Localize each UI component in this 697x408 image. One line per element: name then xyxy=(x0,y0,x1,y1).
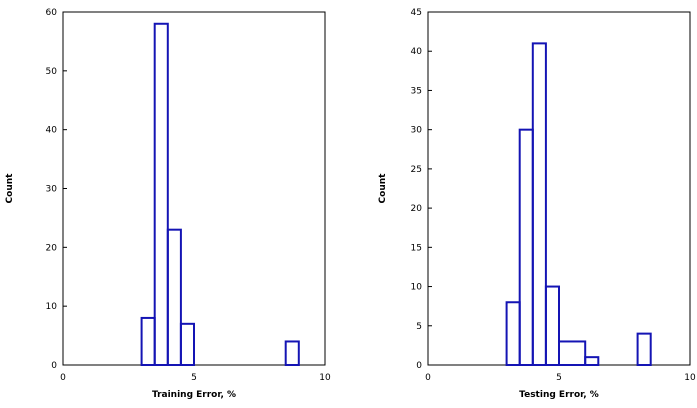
y-tick-label: 20 xyxy=(46,243,58,253)
x-tick-label: 0 xyxy=(425,373,431,383)
testing-error-histogram: 0 5 10 15 20 25 30 35 40 45 0 5 10 Testing Error, % Co… xyxy=(378,8,696,400)
y-tick-label: 30 xyxy=(46,185,58,195)
histogram-bar xyxy=(559,341,585,365)
histogram-bar xyxy=(585,357,598,365)
histogram-bar xyxy=(286,341,299,365)
histogram-bar xyxy=(168,230,181,365)
x-tick-label: 5 xyxy=(556,373,562,383)
histogram-bar xyxy=(155,24,168,365)
histogram-bar xyxy=(181,324,194,365)
y-tick-label: 40 xyxy=(46,126,58,136)
histogram-bar xyxy=(546,287,559,365)
histogram-bar xyxy=(533,43,546,365)
y-tick-label: 10 xyxy=(46,302,58,312)
histogram-bar xyxy=(142,318,155,365)
y-tick-label: 10 xyxy=(411,283,423,293)
y-tick-label: 50 xyxy=(46,67,58,77)
y-tick-label: 35 xyxy=(411,86,422,96)
x-axis-label: Training Error, % xyxy=(152,390,236,400)
training-error-histogram: 0 10 20 30 40 50 60 0 5 10 Training Error, % Count xyxy=(5,8,331,400)
histogram-bar xyxy=(520,130,533,365)
x-axis-label: Testing Error, % xyxy=(519,390,599,400)
y-tick-label: 15 xyxy=(411,243,422,253)
y-tick-label: 20 xyxy=(411,204,423,214)
y-tick-label: 0 xyxy=(416,361,422,371)
x-tick-label: 10 xyxy=(684,373,696,383)
y-tick-label: 25 xyxy=(411,165,422,175)
y-tick-label: 45 xyxy=(411,8,422,18)
x-tick-label: 10 xyxy=(319,373,331,383)
x-tick-label: 0 xyxy=(60,373,66,383)
y-tick-label: 60 xyxy=(46,8,58,18)
y-tick-label: 30 xyxy=(411,126,423,136)
histogram-bar xyxy=(507,302,520,365)
y-tick-label: 5 xyxy=(416,322,422,332)
y-tick-label: 40 xyxy=(411,47,423,57)
y-tick-label: 0 xyxy=(51,361,57,371)
y-axis-label: Count xyxy=(378,173,388,204)
x-tick-label: 5 xyxy=(191,373,197,383)
y-axis-label: Count xyxy=(5,173,15,204)
plot-frame xyxy=(63,12,325,365)
histogram-bar xyxy=(638,334,651,365)
